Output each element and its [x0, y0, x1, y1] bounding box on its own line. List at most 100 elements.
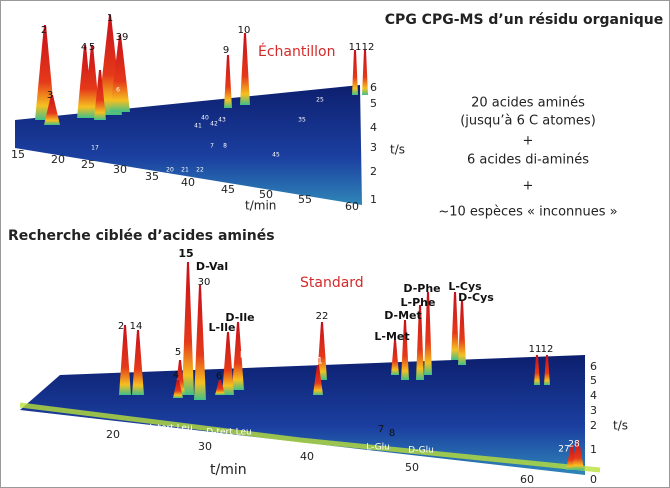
- y-tick-label: 0: [590, 473, 597, 486]
- x-tick-label: 50: [405, 461, 419, 474]
- peak: [44, 95, 60, 125]
- peak: [119, 325, 131, 395]
- peak: [313, 365, 323, 395]
- peak: [110, 35, 130, 112]
- peak-label: 22: [196, 167, 204, 174]
- peak-label: D-Phe: [403, 282, 440, 295]
- x-tick-label: 20: [106, 428, 120, 441]
- peak-label: D-Glu: [408, 446, 434, 456]
- peak-label: 45: [272, 152, 280, 159]
- peak: [458, 300, 466, 365]
- peak-label: 15: [178, 247, 193, 260]
- peak-label: L-Met: [374, 330, 409, 343]
- peak-label: 7: [378, 424, 384, 435]
- y-tick-label: 3: [590, 404, 597, 417]
- y-tick-label: 2: [590, 419, 597, 432]
- peak: [362, 50, 368, 95]
- y-tick-label: 1: [370, 193, 377, 206]
- x-tick-label: 50: [259, 188, 273, 201]
- peak: [224, 55, 232, 108]
- peak-label: 27: [558, 445, 569, 455]
- peak-label: 30: [198, 277, 211, 288]
- peak-label: L-Phe: [401, 296, 436, 309]
- peak: [416, 305, 424, 380]
- x-tick-label: 20: [51, 153, 65, 166]
- peak-label: 41: [194, 123, 202, 130]
- peak-label: L-tert Leu: [149, 424, 192, 434]
- peak-label: 44: [258, 75, 266, 82]
- peak-label: 2: [118, 321, 124, 332]
- x-tick-label: 60: [520, 473, 534, 486]
- peak-label: 39: [116, 32, 129, 43]
- peak-label: 20: [166, 167, 174, 174]
- peak: [222, 332, 234, 395]
- peak-label: 12: [541, 344, 554, 355]
- peak-label: 42: [210, 121, 218, 128]
- peak: [240, 33, 250, 105]
- peak: [391, 340, 399, 375]
- peak-label: 5: [175, 347, 181, 358]
- x-tick-label: 25: [81, 158, 95, 171]
- peak-label: 11: [529, 344, 542, 355]
- peak-label: 10: [238, 25, 251, 36]
- peak: [572, 440, 584, 470]
- peak-label: 40: [201, 115, 209, 122]
- peak-label: D-Ile: [225, 311, 254, 324]
- peak-label: 8: [223, 143, 227, 150]
- y-tick-label: 4: [590, 389, 597, 402]
- summary-line: 6 acides di-aminés: [467, 153, 589, 168]
- peak: [194, 285, 206, 400]
- peak-label: 3: [47, 90, 53, 101]
- peak-label: 1: [107, 13, 113, 24]
- y-tick-label: 2: [370, 165, 377, 178]
- peak: [451, 292, 459, 360]
- peak-label: 28: [568, 440, 580, 450]
- bottom-floor: [20, 355, 585, 475]
- y-tick-label: 6: [370, 81, 377, 94]
- peak-label: 25: [316, 97, 324, 104]
- peak-label: 6: [116, 87, 120, 94]
- x-tick-label: 60: [345, 200, 359, 213]
- peak: [232, 322, 244, 390]
- peak-label: L-Ile: [209, 321, 236, 334]
- x-tick-label: 55: [298, 193, 312, 206]
- y-tick-label: 3: [370, 141, 377, 154]
- x-tick-label: 35: [145, 170, 159, 183]
- peak-label: 35: [298, 117, 306, 124]
- bottom-x-label: t/min: [210, 462, 247, 478]
- y-tick-label: 5: [370, 97, 377, 110]
- peak-label: 5: [89, 42, 95, 53]
- peak: [173, 380, 183, 398]
- peak-label: 8: [389, 428, 395, 439]
- peak-label: D-Leu: [272, 356, 298, 366]
- peak: [84, 45, 100, 118]
- peak-label: D-Cys: [458, 291, 494, 304]
- peak-label: 12: [362, 42, 375, 53]
- peak-label: 14: [130, 321, 143, 332]
- peak-label: D-Val: [196, 260, 228, 273]
- peak: [401, 320, 409, 380]
- summary-line: +: [523, 179, 534, 194]
- peak-label: D-tert Leu: [206, 428, 251, 438]
- peak-label: 6: [216, 371, 222, 382]
- peak-label: 43: [218, 117, 226, 124]
- peak: [35, 25, 55, 120]
- bottom-y-label: t/s: [613, 419, 628, 433]
- y-tick-label: 4: [370, 121, 377, 134]
- summary-line: +: [523, 134, 534, 149]
- peak: [94, 70, 106, 120]
- peak-label: L-Cys: [448, 280, 482, 293]
- peak-label: 21: [311, 357, 322, 367]
- peak-label: 17: [91, 145, 99, 152]
- peak-label: 11: [349, 42, 362, 53]
- peak-label: 9: [223, 45, 229, 56]
- y-tick-label: 1: [590, 443, 597, 456]
- top-title: CPG CPG-MS d’un résidu organique: [385, 12, 663, 28]
- y-tick-label: 5: [590, 374, 597, 387]
- peak-label: 4: [173, 370, 179, 381]
- x-tick-label: 30: [113, 163, 127, 176]
- x-tick-label: 40: [181, 176, 195, 189]
- peak-label: 2: [41, 25, 47, 36]
- peak-label: 22: [316, 311, 329, 322]
